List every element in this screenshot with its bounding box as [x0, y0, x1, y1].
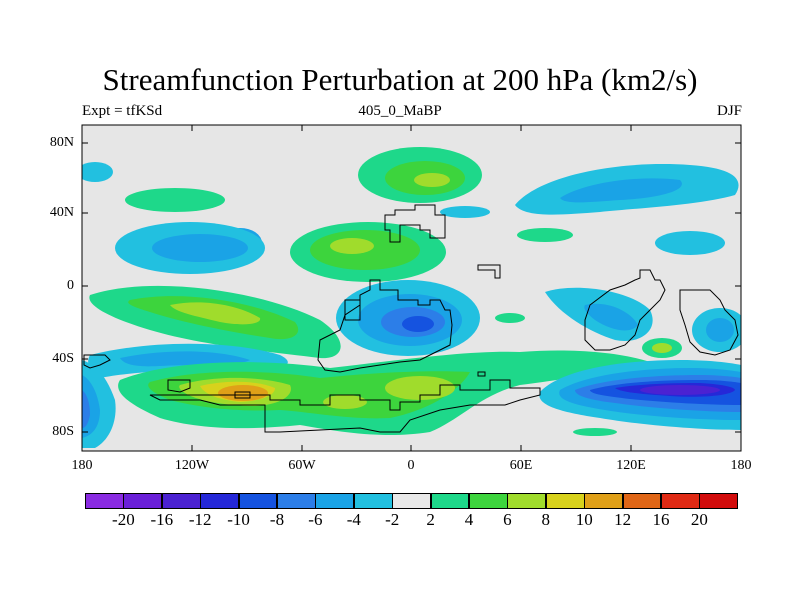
colorbar-swatch	[315, 493, 355, 509]
contour-positive-small-e	[573, 428, 617, 436]
y-tick-80s: 80S	[52, 424, 74, 439]
contour-negative-west-inner	[152, 234, 248, 262]
contour-negative-ne-inner	[560, 178, 682, 203]
run-label: 405_0_MaBP	[358, 103, 442, 119]
coastline-island-b	[83, 354, 111, 369]
x-tick-180-right: 180	[730, 458, 752, 473]
colorbar-swatch	[430, 493, 470, 509]
colorbar-swatch	[200, 493, 240, 509]
coastline-australia	[679, 289, 739, 356]
colorbar-swatch	[545, 493, 585, 509]
colorbar-label: -16	[150, 510, 174, 529]
colorbar-swatch	[353, 493, 393, 509]
y-tick-40n: 40N	[49, 205, 74, 220]
contour-negative-central-core	[402, 316, 434, 332]
colorbar-label: 8	[541, 510, 551, 529]
contour-negative-sw-inner	[120, 351, 250, 367]
colorbar-label: 2	[426, 510, 435, 529]
colorbar-label: -8	[269, 510, 285, 529]
contour-positive-central-core	[330, 238, 374, 254]
contour-positive-southern-east	[385, 376, 455, 400]
colorbar-swatch	[238, 493, 278, 509]
coastlines	[83, 204, 739, 433]
coastline-arabia	[477, 264, 501, 279]
y-tick-80n: 80N	[49, 135, 74, 150]
contour-fields	[82, 147, 741, 448]
page-title: Streamfunction Perturbation at 200 hPa (…	[102, 62, 698, 97]
colorbar-swatch	[584, 493, 624, 509]
colorbar-label: -4	[346, 510, 361, 529]
colorbar-swatch	[622, 493, 662, 509]
colorbar-label: 16	[652, 510, 670, 529]
colorbar-label: 20	[690, 510, 708, 529]
colorbar-swatch	[469, 493, 508, 509]
coastline-africa	[317, 279, 453, 373]
contour-negative-small-a	[440, 206, 490, 218]
colorbar-label: -2	[385, 510, 400, 529]
experiment-label: Expt = tfKSd	[82, 103, 163, 119]
contour-negative-small-c	[655, 231, 725, 255]
colorbar-swatch	[161, 493, 201, 509]
contour-negative-far-east-inner	[706, 318, 734, 342]
contour-negative-fw-core	[82, 390, 90, 428]
colorbar-swatch	[123, 493, 163, 509]
season-label: DJF	[716, 103, 742, 119]
coastline-island-a	[344, 299, 361, 321]
colorbar-swatch	[277, 493, 316, 509]
x-tick-180-left: 180	[71, 458, 93, 473]
contour-negative-east-inner	[584, 303, 638, 331]
colorbar-swatch	[507, 493, 547, 509]
contour-positive-east-small-core	[652, 343, 672, 353]
x-tick-0: 0	[407, 458, 415, 473]
x-tick-120e: 120E	[616, 458, 646, 473]
contour-positive-small-b	[517, 228, 573, 242]
coastline-island-d	[234, 391, 251, 399]
coastline-asia	[584, 269, 666, 351]
coastline-island-c	[167, 379, 191, 393]
y-tick-40s: 40S	[52, 351, 74, 366]
colorbar-label: 12	[614, 510, 632, 529]
contour-negative-se-core	[640, 385, 720, 395]
colorbar-swatch	[392, 493, 432, 509]
colorbar-swatch	[661, 493, 700, 509]
x-tick-60e: 60E	[509, 458, 533, 473]
colorbar-label: -6	[308, 510, 323, 529]
contour-negative-nw	[82, 162, 113, 182]
coastline-antarctica	[149, 379, 541, 433]
colorbar-label: -12	[188, 510, 212, 529]
x-tick-120w: 120W	[174, 458, 210, 473]
contour-positive-nw	[125, 188, 225, 212]
colorbar-label: 6	[503, 510, 512, 529]
contour-positive-north-core	[414, 173, 450, 187]
colorbar-swatch	[699, 493, 739, 509]
contour-positive-southern-core	[218, 385, 268, 401]
contour-positive-small-d	[495, 313, 525, 323]
contour-positive-southern-mid	[323, 395, 367, 409]
coastline-europe	[384, 204, 446, 243]
y-tick-0: 0	[67, 278, 74, 293]
x-tick-60w: 60W	[288, 458, 316, 473]
colorbar-label: -20	[112, 510, 135, 529]
colorbar-label: 4	[464, 510, 474, 529]
colorbar-label: -10	[227, 510, 250, 529]
coastline-island-e	[477, 371, 486, 377]
tick-marks	[81, 125, 742, 451]
contour-positive-tropical-core	[170, 302, 261, 325]
colorbar-swatch	[85, 493, 124, 509]
colorbar-label: 10	[575, 510, 593, 529]
